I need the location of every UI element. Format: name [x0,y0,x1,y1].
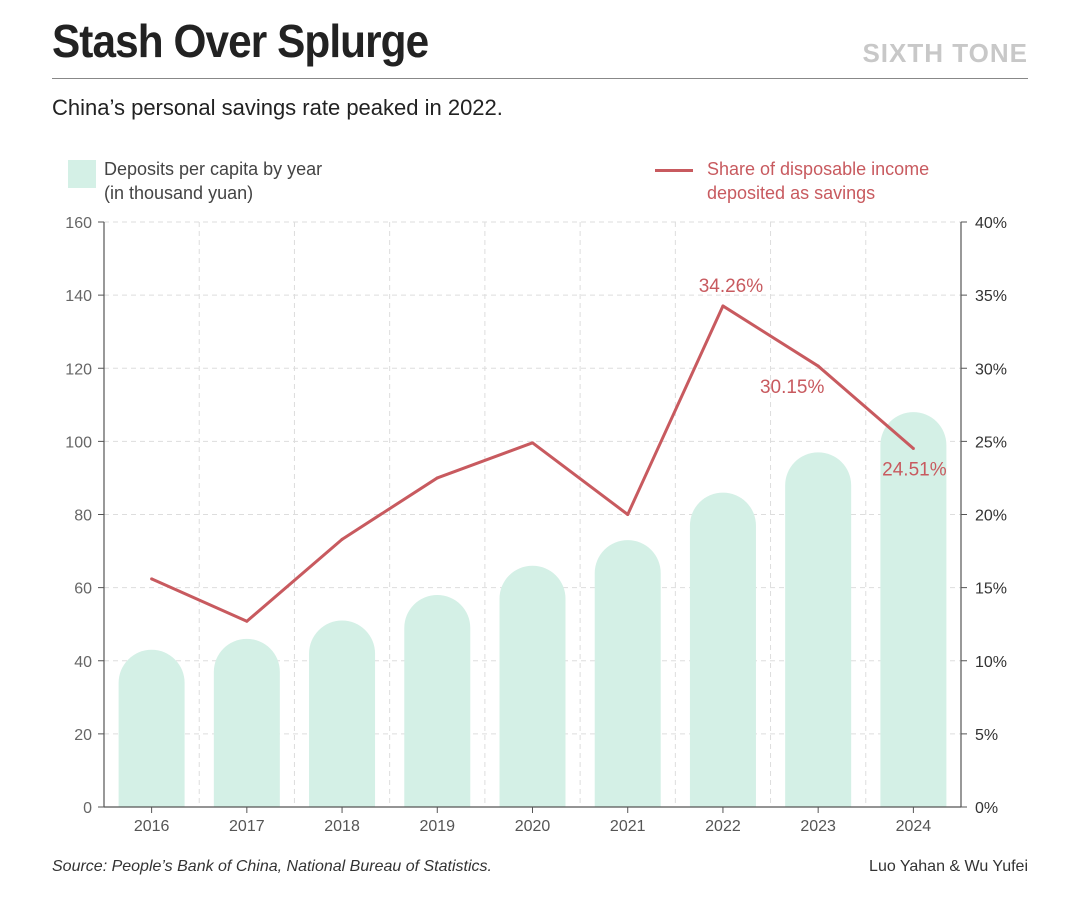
data-label-2024: 24.51% [882,460,947,481]
bar-2021 [594,540,661,807]
legend-bar-swatch [68,160,96,188]
x-tick-label: 2021 [610,818,646,835]
bar-2024 [880,412,947,807]
bar-2018 [309,620,376,807]
bar-2017 [213,638,280,807]
legend-line-label: Share of disposable income deposited as … [707,157,929,205]
bar-2019 [404,594,471,807]
bar-2020 [499,565,566,807]
left-tick-label: 160 [65,215,92,232]
right-tick-label: 0% [975,800,998,817]
right-tick-label: 5% [975,727,998,744]
bar-2016 [118,649,185,807]
source-note: Source: People’s Bank of China, National… [52,858,492,875]
savings-rate-point-2017 [245,619,249,623]
data-label-2023: 30.15% [760,377,825,398]
left-tick-label: 80 [74,508,92,525]
legend-line-label-line2: deposited as savings [707,183,876,203]
legend-bar-label: Deposits per capita by year (in thousand… [104,157,322,205]
right-tick-label: 20% [975,508,1007,525]
left-tick-label: 60 [74,581,92,598]
legend-bar-label-line1: Deposits per capita by year [104,159,323,179]
left-tick-label: 140 [65,288,92,305]
left-tick-label: 20 [74,727,92,744]
savings-rate-point-2016 [150,577,154,581]
bar-2023 [785,452,852,807]
legend-line-swatch [655,169,693,172]
left-tick-label: 40 [74,654,92,671]
chart-title: Stash Over Splurge [52,15,429,67]
x-tick-label: 2017 [229,818,265,835]
legend-bar-label-line2: (in thousand yuan) [104,183,254,203]
savings-rate-point-2018 [340,537,344,541]
title-divider [52,78,1028,79]
right-tick-label: 15% [975,581,1007,598]
savings-rate-point-2023 [816,364,820,368]
data-label-2022: 34.26% [699,276,764,297]
right-tick-label: 10% [975,654,1007,671]
savings-rate-point-2020 [531,441,534,445]
savings-rate-point-2022 [721,304,725,308]
brand-logo: SIXTH TONE [862,38,1028,68]
right-tick-label: 40% [975,215,1007,232]
x-tick-label: 2024 [896,818,932,835]
right-tick-label: 25% [975,434,1007,451]
savings-rate-point-2019 [435,476,439,480]
right-tick-label: 30% [975,361,1007,378]
savings-rate-point-2024 [911,447,915,451]
x-tick-label: 2018 [324,818,360,835]
x-tick-label: 2016 [134,818,170,835]
savings-rate-point-2021 [626,513,630,516]
author-credit: Luo Yahan & Wu Yufei [869,858,1028,875]
left-tick-label: 0 [83,800,92,817]
x-tick-label: 2019 [419,818,455,835]
right-tick-label: 35% [975,288,1007,305]
bar-2022 [689,492,756,807]
left-tick-label: 120 [65,361,92,378]
legend-line-label-line1: Share of disposable income [707,159,930,179]
left-tick-label: 100 [65,434,92,451]
x-tick-label: 2020 [515,818,551,835]
chart-subtitle: China’s personal savings rate peaked in … [52,95,503,120]
x-tick-label: 2023 [800,818,836,835]
x-tick-label: 2022 [705,818,741,835]
